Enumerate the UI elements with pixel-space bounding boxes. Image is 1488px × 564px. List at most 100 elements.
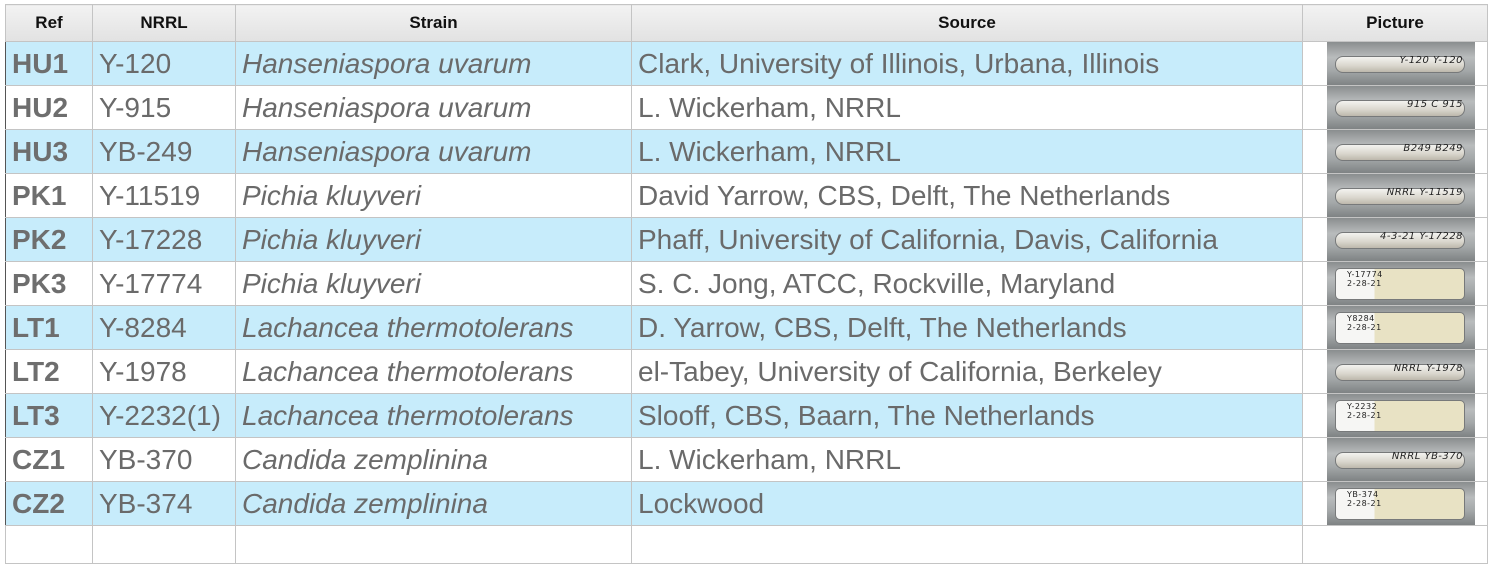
table-row[interactable]: HU2 Y-915 Hanseniaspora uvarum L. Wickerham… — [5, 85, 1488, 130]
table-row[interactable]: HU3 YB-249 Hanseniaspora uvarum L. Wickerha… — [5, 129, 1488, 174]
tube-label: Y-17774 2-28-21 — [1347, 270, 1383, 288]
tube-label: 915 C 915 — [1406, 99, 1463, 110]
cell-picture[interactable]: B249 B249 — [1302, 129, 1488, 174]
cell-picture[interactable]: NRRL Y-1978 — [1302, 349, 1488, 394]
cell-picture[interactable]: 915 C 915 — [1302, 85, 1488, 130]
empty-cell[interactable] — [92, 525, 236, 564]
cell-strain[interactable]: Pichia kluyveri — [235, 173, 632, 218]
table-row[interactable]: LT1 Y-8284 Lachancea thermotolerans D. Yarr… — [5, 305, 1488, 350]
cell-nrrl[interactable]: Y-8284 — [92, 305, 236, 350]
cell-nrrl[interactable]: YB-249 — [92, 129, 236, 174]
cell-ref[interactable]: CZ2 — [5, 481, 93, 526]
cell-nrrl[interactable]: Y-2232(1) — [92, 393, 236, 438]
cell-strain[interactable]: Candida zemplinina — [235, 437, 632, 482]
cell-picture[interactable]: Y-2232 2-28-21 — [1302, 393, 1488, 438]
header-row: Ref NRRL Strain Source Picture — [5, 4, 1488, 42]
tube-label: Y-120 Y-120 — [1399, 55, 1463, 66]
cell-ref[interactable]: PK2 — [5, 217, 93, 262]
table-row[interactable]: LT2 Y-1978 Lachancea thermotolerans el-Tabe… — [5, 349, 1488, 394]
empty-cell[interactable] — [1302, 525, 1488, 564]
cell-strain[interactable]: Hanseniaspora uvarum — [235, 41, 632, 86]
culture-tube-photo: NRRL Y-11519 — [1327, 174, 1475, 217]
cell-strain[interactable]: Lachancea thermotolerans — [235, 349, 632, 394]
cell-picture[interactable]: YB-374 2-28-21 — [1302, 481, 1488, 526]
cell-ref[interactable]: PK1 — [5, 173, 93, 218]
cell-strain[interactable]: Lachancea thermotolerans — [235, 393, 632, 438]
tube-glass — [1335, 364, 1465, 381]
cell-strain[interactable]: Pichia kluyveri — [235, 261, 632, 306]
cell-nrrl[interactable]: Y-17774 — [92, 261, 236, 306]
header-nrrl[interactable]: NRRL — [92, 4, 236, 42]
table-row[interactable]: HU1 Y-120 Hanseniaspora uvarum Clark, Unive… — [5, 41, 1488, 86]
tube-glass — [1335, 268, 1465, 300]
cell-source[interactable]: D. Yarrow, CBS, Delft, The Netherlands — [631, 305, 1303, 350]
tube-glass — [1335, 488, 1465, 520]
tube-glass — [1335, 452, 1465, 469]
table-row[interactable]: PK2 Y-17228 Pichia kluyveri Phaff, Universi… — [5, 217, 1488, 262]
tube-label: YB-374 2-28-21 — [1347, 490, 1382, 508]
empty-cell[interactable] — [5, 525, 93, 564]
table-row[interactable]: CZ1 YB-370 Candida zemplinina L. Wickerham,… — [5, 437, 1488, 482]
cell-nrrl[interactable]: YB-370 — [92, 437, 236, 482]
cell-picture[interactable]: NRRL Y-11519 — [1302, 173, 1488, 218]
cell-ref[interactable]: LT3 — [5, 393, 93, 438]
header-strain[interactable]: Strain — [235, 4, 632, 42]
cell-ref[interactable]: HU2 — [5, 85, 93, 130]
table-row[interactable]: PK3 Y-17774 Pichia kluyveri S. C. Jong, ATC… — [5, 261, 1488, 306]
empty-row[interactable] — [5, 525, 1488, 564]
cell-strain[interactable]: Pichia kluyveri — [235, 217, 632, 262]
cell-picture[interactable]: Y-17774 2-28-21 — [1302, 261, 1488, 306]
cell-strain[interactable]: Hanseniaspora uvarum — [235, 129, 632, 174]
cell-source[interactable]: Phaff, University of California, Davis, … — [631, 217, 1303, 262]
tube-label: Y8284 2-28-21 — [1347, 314, 1382, 332]
cell-picture[interactable]: NRRL YB-370 — [1302, 437, 1488, 482]
culture-tube-photo: 915 C 915 — [1327, 86, 1475, 129]
cell-ref[interactable]: LT1 — [5, 305, 93, 350]
table-row[interactable]: CZ2 YB-374 Candida zemplinina Lockwood YB-37… — [5, 481, 1488, 526]
tube-label: Y-2232 2-28-21 — [1347, 402, 1382, 420]
header-source[interactable]: Source — [631, 4, 1303, 42]
cell-nrrl[interactable]: Y-1978 — [92, 349, 236, 394]
cell-ref[interactable]: LT2 — [5, 349, 93, 394]
cell-nrrl[interactable]: Y-11519 — [92, 173, 236, 218]
cell-ref[interactable]: HU3 — [5, 129, 93, 174]
cell-source[interactable]: el-Tabey, University of California, Berk… — [631, 349, 1303, 394]
tube-glass — [1335, 400, 1465, 432]
cell-picture[interactable]: Y-120 Y-120 — [1302, 41, 1488, 86]
header-picture[interactable]: Picture — [1302, 4, 1488, 42]
cell-source[interactable]: L. Wickerham, NRRL — [631, 85, 1303, 130]
table-row[interactable]: LT3 Y-2232(1) Lachancea thermotolerans Sloo… — [5, 393, 1488, 438]
culture-tube-photo: Y-17774 2-28-21 — [1327, 262, 1475, 305]
cell-source[interactable]: L. Wickerham, NRRL — [631, 437, 1303, 482]
empty-cell[interactable] — [631, 525, 1303, 564]
culture-tube-photo: 4-3-21 Y-17228 — [1327, 218, 1475, 261]
cell-picture[interactable]: 4-3-21 Y-17228 — [1302, 217, 1488, 262]
cell-ref[interactable]: PK3 — [5, 261, 93, 306]
cell-source[interactable]: Clark, University of Illinois, Urbana, I… — [631, 41, 1303, 86]
culture-tube-photo: NRRL YB-370 — [1327, 438, 1475, 481]
cell-source[interactable]: S. C. Jong, ATCC, Rockville, Maryland — [631, 261, 1303, 306]
empty-cell[interactable] — [235, 525, 632, 564]
cell-ref[interactable]: CZ1 — [5, 437, 93, 482]
cell-source[interactable]: David Yarrow, CBS, Delft, The Netherland… — [631, 173, 1303, 218]
cell-strain[interactable]: Candida zemplinina — [235, 481, 632, 526]
cell-strain[interactable]: Hanseniaspora uvarum — [235, 85, 632, 130]
cell-nrrl[interactable]: Y-915 — [92, 85, 236, 130]
cell-source[interactable]: Lockwood — [631, 481, 1303, 526]
cell-nrrl[interactable]: Y-17228 — [92, 217, 236, 262]
cell-nrrl[interactable]: YB-374 — [92, 481, 236, 526]
table-row[interactable]: PK1 Y-11519 Pichia kluyveri David Yarrow, C… — [5, 173, 1488, 218]
culture-tube-photo: YB-374 2-28-21 — [1327, 482, 1475, 525]
cell-source[interactable]: Slooff, CBS, Baarn, The Netherlands — [631, 393, 1303, 438]
cell-nrrl[interactable]: Y-120 — [92, 41, 236, 86]
strain-table: Ref NRRL Strain Source Picture HU1 Y-120 H… — [5, 4, 1488, 564]
tube-label: NRRL Y-11519 — [1386, 187, 1463, 198]
cell-ref[interactable]: HU1 — [5, 41, 93, 86]
cell-strain[interactable]: Lachancea thermotolerans — [235, 305, 632, 350]
cell-source[interactable]: L. Wickerham, NRRL — [631, 129, 1303, 174]
tube-glass — [1335, 232, 1465, 249]
tube-glass — [1335, 144, 1465, 161]
header-ref[interactable]: Ref — [5, 4, 93, 42]
tube-glass — [1335, 188, 1465, 205]
cell-picture[interactable]: Y8284 2-28-21 — [1302, 305, 1488, 350]
